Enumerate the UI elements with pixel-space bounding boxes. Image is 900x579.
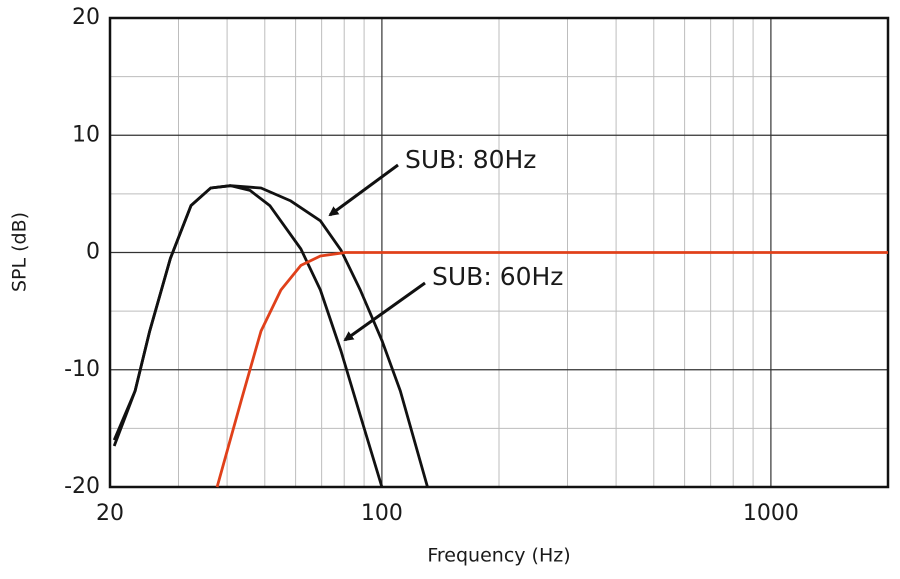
labels: Frequency (Hz) SPL (dB) 20 100 1000 -20 -10 0… — [9, 5, 799, 567]
annotation: SUB: 80Hz — [405, 145, 536, 174]
plot-area — [112, 184, 888, 488]
y-axis-title: SPL (dB) — [9, 212, 31, 292]
y-tick-label: 0 — [86, 240, 100, 265]
y-tick-label: 10 — [72, 122, 100, 147]
y-tick-label: -10 — [64, 357, 100, 382]
y-tick-label: -20 — [64, 474, 100, 499]
series-line — [112, 184, 384, 488]
annotation: SUB: 60Hz — [432, 262, 563, 291]
annotation-arrow — [343, 281, 426, 342]
y-tick-label: 20 — [72, 5, 100, 30]
x-axis-title: Frequency (Hz) — [427, 545, 570, 567]
annotation-arrow — [328, 163, 399, 217]
series-line — [112, 184, 429, 488]
x-tick-label: 20 — [96, 501, 124, 526]
x-tick-label: 1000 — [743, 501, 799, 526]
series-line — [215, 251, 888, 488]
x-tick-label: 100 — [361, 501, 403, 526]
